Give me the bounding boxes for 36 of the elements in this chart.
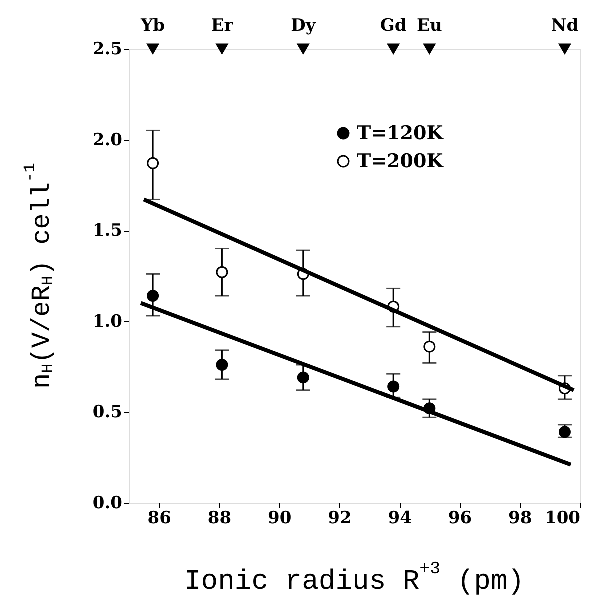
- point: [424, 340, 436, 353]
- point: [216, 44, 228, 54]
- y-tick-label: 1.0: [92, 312, 123, 332]
- point: [147, 157, 160, 170]
- data-label: Eu: [417, 16, 442, 36]
- y-tick-label: 2.0: [92, 130, 123, 150]
- point: [147, 44, 160, 54]
- point: [216, 266, 228, 278]
- point: [424, 44, 436, 54]
- y-tick-label: 1.5: [92, 221, 122, 242]
- x-tick-label: 88: [208, 508, 232, 528]
- y-tick-label: 2.5: [92, 40, 122, 60]
- x-tick-label: 86: [148, 508, 172, 528]
- data-label: Dy: [291, 16, 317, 36]
- data-label: Er: [211, 16, 234, 36]
- legend-label: T=120K: [357, 122, 445, 144]
- data-label: Nd: [551, 16, 579, 36]
- point: [388, 44, 400, 54]
- x-tick-label: 92: [328, 508, 352, 528]
- point: [297, 44, 310, 54]
- point: [558, 44, 571, 54]
- y-axis-title: nH(V/eRH) cell-1: [21, 163, 58, 389]
- x-tick-label: 100: [545, 508, 581, 528]
- point: [388, 380, 400, 393]
- data-label: Gd: [380, 16, 407, 36]
- y-tick-label: 0.5: [92, 402, 122, 423]
- x-tick-label: 90: [268, 508, 292, 528]
- point: [147, 290, 160, 302]
- x-tick-label: 96: [448, 508, 472, 528]
- point: [297, 372, 310, 384]
- legend-label: T=200K: [357, 150, 445, 172]
- data-label: Yb: [140, 16, 166, 36]
- x-tick-label: 94: [388, 508, 412, 528]
- point: [216, 359, 228, 371]
- y-tick-label: 0.0: [92, 494, 123, 514]
- x-tick-label: 98: [508, 508, 532, 528]
